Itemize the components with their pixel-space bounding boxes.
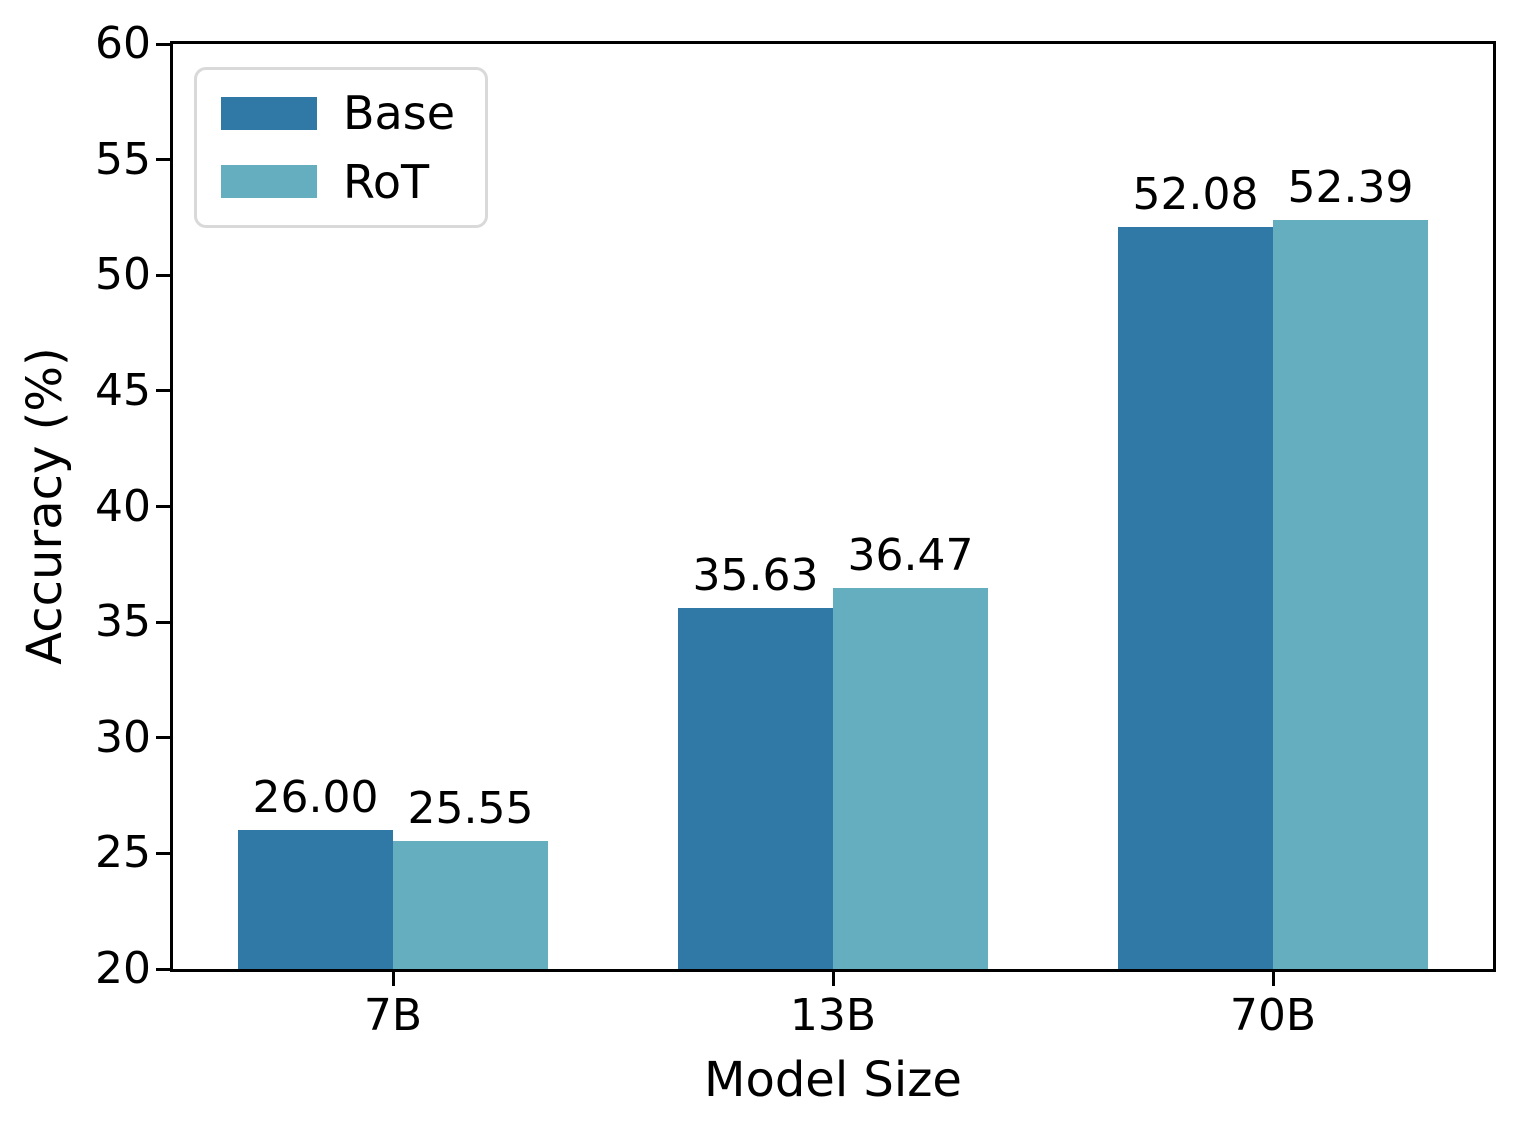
x-tick-7b [391, 972, 395, 986]
x-tick-label-13b: 13B [789, 990, 877, 1041]
legend-swatch-rot [221, 165, 317, 199]
bar-value-rot-7b: 25.55 [407, 782, 534, 834]
y-tick-30 [156, 736, 170, 740]
y-tick-label-50: 50 [95, 249, 151, 301]
x-axis-title: Model Size [704, 1052, 962, 1108]
bar-value-base-70b: 52.08 [1132, 169, 1259, 221]
y-tick-label-30: 30 [95, 711, 151, 763]
legend-swatch-base [221, 96, 317, 130]
y-tick-label-45: 45 [95, 364, 151, 416]
plot-area: Base RoT Model Size Accuracy (%) 20 25 30 3… [17, 18, 1496, 1108]
bar-rot-13b [833, 588, 988, 969]
x-tick-label-7b: 7B [363, 990, 423, 1041]
legend-label-base: Base [343, 86, 456, 140]
bar-base-7b [238, 830, 393, 969]
bar-value-rot-13b: 36.47 [847, 530, 974, 582]
bar-rot-7b [393, 840, 548, 969]
y-tick-25 [156, 851, 170, 855]
y-tick-35 [156, 620, 170, 624]
y-tick-label-20: 20 [95, 943, 151, 994]
y-tick-label-40: 40 [95, 480, 151, 532]
legend-item-rot: RoT [221, 154, 455, 209]
y-tick-label-35: 35 [95, 596, 151, 648]
y-tick-label-25: 25 [95, 827, 151, 879]
y-tick-20 [156, 967, 170, 971]
legend: Base RoT [194, 67, 489, 229]
x-tick-13b [831, 972, 835, 986]
y-tick-60 [156, 42, 170, 46]
bar-rot-70b [1273, 219, 1428, 969]
bar-base-13b [678, 607, 833, 969]
legend-item-base: Base [221, 88, 455, 139]
legend-label-rot: RoT [343, 154, 430, 209]
y-tick-50 [156, 273, 170, 277]
x-tick-label-70b: 70B [1229, 990, 1317, 1041]
y-tick-label-55: 55 [95, 133, 151, 185]
y-tick-45 [156, 389, 170, 393]
y-tick-40 [156, 505, 170, 508]
bar-value-rot-70b: 52.39 [1287, 161, 1414, 213]
x-tick-70b [1271, 972, 1275, 986]
bar-base-70b [1118, 227, 1273, 969]
y-tick-label-60: 60 [95, 18, 151, 69]
y-tick-55 [156, 158, 170, 162]
bar-value-base-7b: 26.00 [252, 772, 379, 824]
bar-value-base-13b: 35.63 [692, 549, 819, 601]
